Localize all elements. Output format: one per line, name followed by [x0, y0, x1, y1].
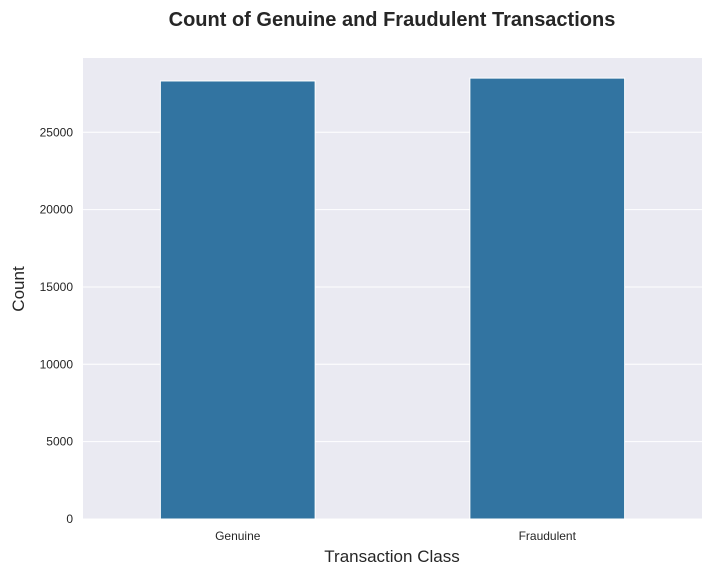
y-tick-label: 15000: [40, 280, 74, 294]
y-axis-label: Count: [9, 266, 28, 312]
y-tick-label: 25000: [40, 125, 74, 139]
y-tick-label: 20000: [40, 203, 74, 217]
x-axis-label: Transaction Class: [324, 547, 459, 566]
y-tick-label: 10000: [40, 357, 74, 371]
y-tick-label: 0: [66, 512, 73, 526]
x-axis-ticks: Genuine Fraudulent: [215, 529, 577, 543]
bar-fraudulent: [469, 77, 626, 520]
bar-genuine: [159, 80, 316, 520]
y-tick-label: 5000: [46, 435, 73, 449]
x-tick-label-fraudulent: Fraudulent: [519, 529, 577, 543]
chart-title: Count of Genuine and Fraudulent Transact…: [169, 9, 616, 31]
bars: [159, 77, 626, 520]
x-tick-label-genuine: Genuine: [215, 529, 261, 543]
y-axis-ticks: 0 5000 10000 15000 20000 25000: [40, 125, 74, 526]
